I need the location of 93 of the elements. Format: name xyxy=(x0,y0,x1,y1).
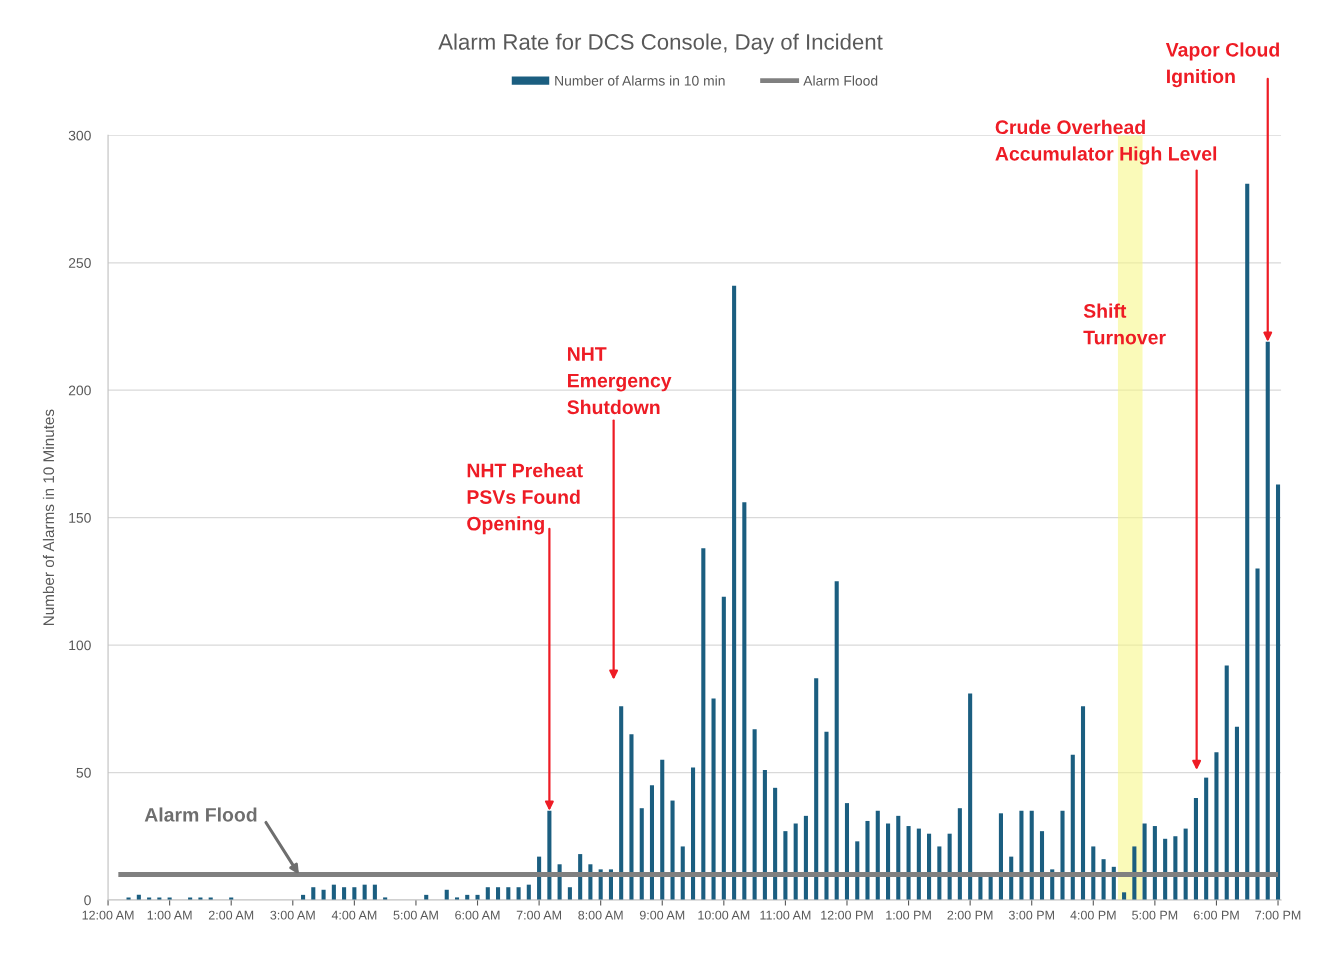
bar xyxy=(1234,726,1239,900)
bar xyxy=(824,731,829,900)
bar xyxy=(773,787,778,900)
legend-label: Alarm Flood xyxy=(803,75,878,86)
bar xyxy=(1214,752,1219,900)
bar xyxy=(844,803,850,900)
x-tick-label: 12:00 AM xyxy=(82,910,134,920)
bar xyxy=(1142,823,1147,900)
legend-label: Number of Alarms in 10 min xyxy=(555,75,725,86)
bar xyxy=(1245,183,1250,900)
x-tick-label: 3:00 AM xyxy=(270,910,315,920)
x-tick-label: 5:00 PM xyxy=(1132,910,1178,920)
bar xyxy=(752,729,757,900)
bar xyxy=(649,785,655,900)
bar xyxy=(742,502,747,900)
bar xyxy=(567,887,572,900)
bar xyxy=(516,887,521,900)
x-tick-label: 9:00 AM xyxy=(639,910,685,920)
bar xyxy=(629,734,634,900)
x-tick-label: 11:00 AM xyxy=(760,910,811,920)
x-tick-label: 6:00 PM xyxy=(1193,910,1239,920)
y-tick-label: 300 xyxy=(68,130,91,141)
bar xyxy=(506,887,511,900)
bar xyxy=(896,815,901,900)
y-axis-title: Number of Alarms in 10 Minutes xyxy=(42,409,55,626)
bar xyxy=(1019,810,1024,900)
bar xyxy=(1070,754,1075,900)
y-tick-label: 200 xyxy=(68,385,91,396)
x-tick-label: 3:00 PM xyxy=(1008,910,1054,920)
x-tick-label: 1:00 PM xyxy=(886,910,931,920)
y-tick-label: 250 xyxy=(68,258,91,268)
annotation: Alarm Flood xyxy=(144,807,257,822)
bar xyxy=(906,826,911,900)
bar xyxy=(803,815,808,900)
bar xyxy=(834,581,839,900)
x-tick-label: 4:00 AM xyxy=(331,910,377,920)
y-tick-label: 150 xyxy=(69,512,91,523)
bar xyxy=(660,759,665,900)
y-tick-label: 0 xyxy=(84,895,91,906)
bar xyxy=(1122,892,1127,900)
bar xyxy=(732,285,737,900)
bar xyxy=(639,808,644,900)
x-tick-label: 7:00 AM xyxy=(516,910,562,920)
x-tick-label: 10:00 AM xyxy=(698,910,750,920)
x-tick-label: 6:00 AM xyxy=(455,910,500,920)
bar xyxy=(670,800,675,900)
bar xyxy=(1204,777,1209,900)
bar xyxy=(1080,706,1086,900)
bar xyxy=(762,769,767,900)
bar xyxy=(352,887,357,900)
bar xyxy=(957,808,962,900)
bar xyxy=(865,820,870,900)
x-tick-label: 1:00 AM xyxy=(147,910,192,920)
bar xyxy=(1029,810,1034,900)
bar xyxy=(721,596,726,900)
bar xyxy=(875,810,880,900)
bar xyxy=(1193,798,1198,900)
x-tick-label: 12:00 PM xyxy=(821,910,873,920)
bar xyxy=(619,706,624,900)
x-tick-label: 7:00 PM xyxy=(1255,910,1301,920)
bar xyxy=(485,887,490,900)
bar xyxy=(1060,810,1065,900)
bar xyxy=(475,894,480,900)
annotation: Vapor Cloud Ignition xyxy=(1165,42,1279,88)
bar xyxy=(311,887,316,900)
bar xyxy=(783,831,788,900)
bar xyxy=(1039,831,1045,900)
bar xyxy=(814,678,819,900)
x-tick-label: 4:00 PM xyxy=(1070,910,1116,920)
bar xyxy=(495,887,501,900)
x-tick-label: 8:00 AM xyxy=(578,910,623,920)
bar xyxy=(1224,665,1229,900)
y-tick-label: 100 xyxy=(69,640,91,651)
bar xyxy=(1255,568,1260,900)
annotation: NHT Emergency Shutdown xyxy=(567,347,672,415)
y-tick-label: 50 xyxy=(76,767,91,778)
band-label: Shift Turnover xyxy=(1083,303,1166,345)
bar xyxy=(342,887,347,900)
bar xyxy=(691,767,696,900)
bar xyxy=(793,823,798,900)
x-tick-label: 5:00 AM xyxy=(393,910,438,920)
chart-title: Alarm Rate for DCS Console, Day of Incident xyxy=(438,33,883,55)
bar xyxy=(998,813,1003,900)
annotation: NHT Preheat PSVs Found Opening xyxy=(467,463,583,535)
bar xyxy=(968,693,973,900)
bar xyxy=(1152,826,1157,900)
bar xyxy=(1275,484,1281,900)
bar xyxy=(886,823,891,900)
annotation: Crude Overhead Accumulator High Level xyxy=(995,119,1217,165)
x-tick-label: 2:00 AM xyxy=(208,910,254,920)
x-tick-label: 2:00 PM xyxy=(947,910,993,920)
bar xyxy=(711,698,716,900)
bar xyxy=(701,548,706,900)
